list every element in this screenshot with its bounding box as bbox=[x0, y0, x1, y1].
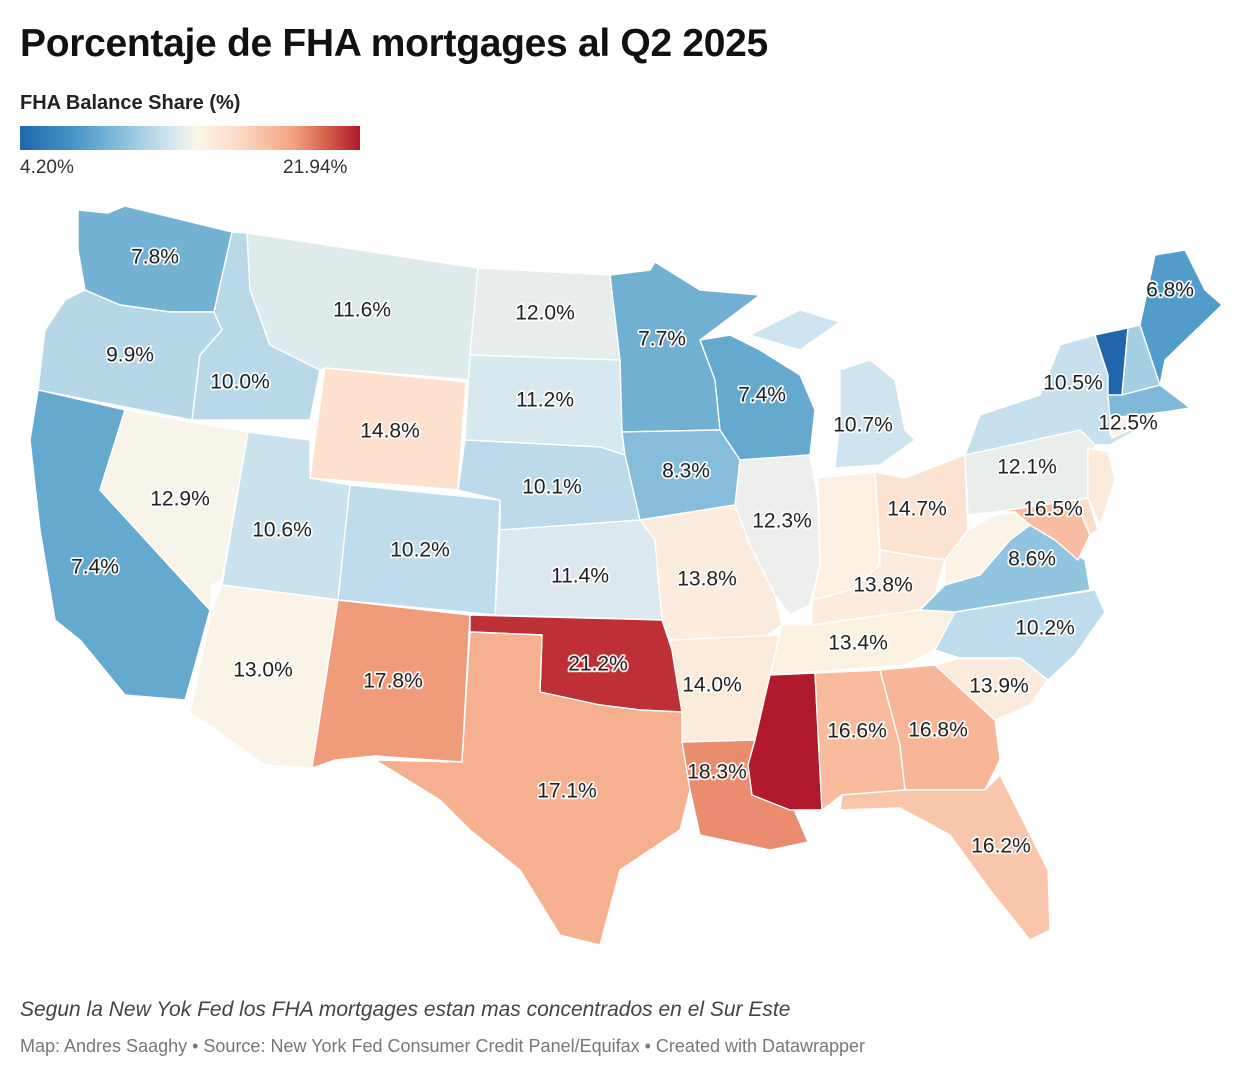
state-label-ca: 7.4% bbox=[71, 556, 119, 579]
state-label-il: 12.3% bbox=[752, 510, 812, 533]
state-label-al: 16.6% bbox=[827, 720, 887, 743]
state-label-wa: 7.8% bbox=[131, 246, 179, 269]
state-label-ia: 8.3% bbox=[662, 460, 710, 483]
state-label-oh: 14.7% bbox=[887, 498, 947, 521]
legend-max-label: 21.94% bbox=[283, 157, 348, 178]
state-label-nd: 12.0% bbox=[515, 302, 575, 325]
state-label-ks: 11.4% bbox=[551, 565, 609, 588]
state-fl[interactable] bbox=[839, 774, 1051, 941]
state-me[interactable] bbox=[1139, 249, 1223, 386]
state-label-va: 8.6% bbox=[1008, 548, 1056, 571]
state-label-nm: 17.8% bbox=[363, 670, 423, 693]
state-ny[interactable] bbox=[964, 334, 1146, 456]
state-il[interactable] bbox=[734, 454, 821, 616]
state-nc[interactable] bbox=[934, 589, 1106, 681]
state-wi[interactable] bbox=[699, 334, 816, 461]
state-label-mo: 13.8% bbox=[677, 568, 737, 591]
state-label-az: 13.0% bbox=[233, 659, 293, 682]
state-label-mn: 7.7% bbox=[638, 328, 686, 351]
state-label-ny: 10.5% bbox=[1043, 372, 1103, 395]
state-label-sd: 11.2% bbox=[516, 389, 574, 412]
state-nj[interactable] bbox=[1087, 447, 1116, 526]
legend-color-bar bbox=[20, 126, 360, 150]
state-label-fl: 16.2% bbox=[971, 835, 1031, 858]
state-label-ky: 13.8% bbox=[853, 574, 913, 597]
state-value-labels: 7.8% 9.9% 7.4% 10.0% 12.9% 11.6% 14.8% 1… bbox=[69, 244, 1195, 860]
state-label-sc: 13.9% bbox=[969, 675, 1029, 698]
state-label-mt: 11.6% bbox=[333, 299, 391, 322]
legend-min-label: 4.20% bbox=[20, 157, 74, 178]
state-label-wi: 7.4% bbox=[738, 384, 786, 407]
state-label-ne: 10.1% bbox=[522, 476, 582, 499]
state-label-ga: 16.8% bbox=[908, 719, 968, 742]
state-vt[interactable] bbox=[1094, 327, 1129, 396]
state-label-ok: 21.2% bbox=[568, 653, 628, 676]
state-label-ut: 10.6% bbox=[252, 519, 312, 542]
state-label-md: 16.5% bbox=[1023, 498, 1083, 521]
map-title: Porcentaje de FHA mortgages al Q2 2025 bbox=[20, 22, 768, 65]
map-credits: Map: Andres Saaghy • Source: New York Fe… bbox=[20, 1036, 866, 1056]
state-label-mi: 10.7% bbox=[833, 414, 893, 437]
state-label-wy: 14.8% bbox=[360, 420, 420, 443]
state-label-la: 18.3% bbox=[687, 761, 747, 784]
state-label-ri: 12.5% bbox=[1098, 412, 1158, 435]
state-label-ar: 14.0% bbox=[682, 674, 742, 697]
state-label-or: 9.9% bbox=[106, 344, 154, 367]
state-label-tx: 17.1% bbox=[537, 780, 597, 803]
us-choropleth-map: 7.8% 9.9% 7.4% 10.0% 12.9% 11.6% 14.8% 1… bbox=[29, 205, 1223, 946]
state-label-nc: 10.2% bbox=[1015, 617, 1075, 640]
state-label-pa: 12.1% bbox=[997, 456, 1057, 479]
state-label-nv: 12.9% bbox=[150, 488, 210, 511]
state-label-tn: 13.4% bbox=[828, 632, 888, 655]
state-mi[interactable] bbox=[749, 309, 916, 469]
legend-title: FHA Balance Share (%) bbox=[20, 92, 241, 114]
state-shapes bbox=[29, 205, 1223, 946]
state-label-id: 10.0% bbox=[210, 371, 270, 394]
state-label-me: 6.8% bbox=[1146, 279, 1194, 302]
state-label-co: 10.2% bbox=[390, 539, 450, 562]
state-tx[interactable] bbox=[374, 631, 691, 946]
map-subtitle: Segun la New Yok Fed los FHA mortgages e… bbox=[20, 998, 791, 1021]
